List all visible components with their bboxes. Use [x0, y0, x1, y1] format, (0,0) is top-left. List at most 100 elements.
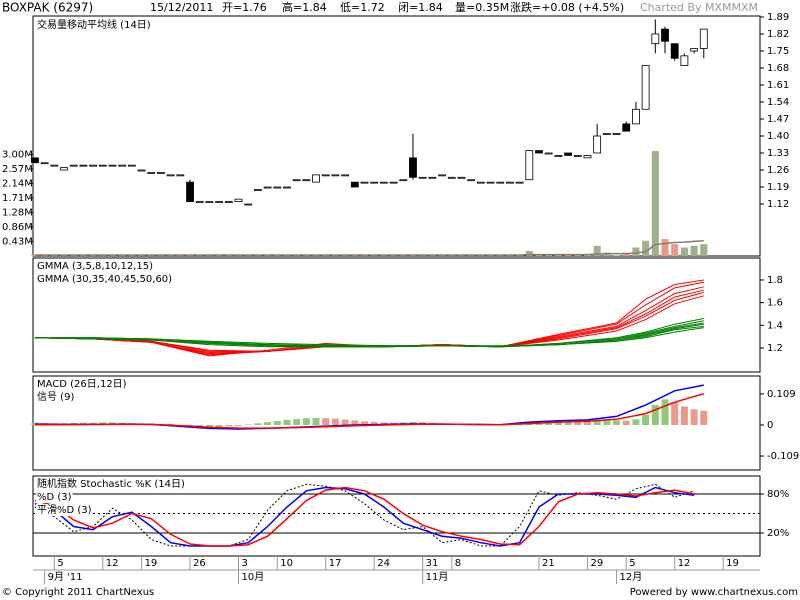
y-tick-label: 1.61 [767, 80, 789, 91]
quote-field: 量=0.35M [455, 1, 509, 14]
powered-by: Powered by www.chartnexus.com [630, 587, 798, 598]
panel-frame [32, 257, 761, 373]
legend-background [36, 504, 93, 516]
candle-body [690, 48, 698, 52]
quote-field: 涨跌=+0.08 (+4.5%) [510, 0, 624, 14]
volume-bar [593, 245, 601, 256]
candle-body [263, 186, 272, 189]
candle-body [157, 172, 165, 174]
volume-bar [554, 255, 562, 256]
candle-body [467, 179, 476, 182]
candle-body [399, 179, 408, 182]
volume-bar [583, 255, 591, 256]
candle-body [40, 162, 49, 165]
candle-body [486, 181, 495, 184]
candle-body [341, 174, 350, 177]
volume-bar [525, 250, 533, 256]
candle-body [118, 164, 127, 167]
x-tick-label: 3 [241, 558, 247, 569]
candle-body [186, 181, 194, 202]
volume-bar [564, 255, 572, 256]
candle-body [108, 164, 117, 167]
histogram-bar [370, 421, 378, 425]
histogram-bar [225, 424, 233, 427]
histogram-bar [331, 418, 339, 425]
panel-frame [32, 475, 761, 557]
month-label: 12月 [620, 571, 643, 583]
volume-tick-label: 0.86M [2, 222, 33, 233]
quote-field: 开=1.76 [222, 1, 267, 14]
y-tick-label: 1.8 [767, 275, 783, 286]
candle-body [166, 174, 175, 177]
volume-bar [632, 247, 640, 256]
candle-body [312, 174, 320, 183]
volume-tick-label: 2.14M [2, 179, 33, 190]
volume-ma-line [34, 240, 704, 256]
histogram-bar [341, 419, 349, 425]
histogram-bar [651, 405, 659, 425]
candle-body [253, 189, 262, 191]
candle-body [370, 181, 379, 184]
candle-body [137, 169, 146, 172]
candle-body [321, 174, 330, 177]
y-tick-label: 1.68 [767, 63, 789, 74]
candle-body [583, 155, 592, 159]
candle-body [476, 181, 485, 184]
y-tick-label: 80% [767, 489, 789, 500]
copyright: © Copyright 2011 ChartNexus [2, 587, 154, 598]
volume-bar [680, 247, 688, 256]
histogram-bar [264, 422, 272, 425]
candle-body [699, 28, 708, 49]
histogram-bar [671, 402, 679, 425]
histogram-bar [680, 406, 688, 425]
histogram-bar [632, 419, 640, 425]
x-tick-label: 19 [145, 558, 158, 569]
candle-body [544, 152, 553, 155]
histogram-bar [554, 420, 562, 425]
volume-bar [651, 151, 659, 256]
x-tick-label: 31 [426, 558, 439, 569]
candle-body [147, 172, 156, 174]
candle-body [622, 123, 631, 132]
date: 15/12/2011 [150, 1, 213, 14]
y-tick-label: 1.6 [767, 298, 783, 309]
x-tick-label: 5 [57, 558, 63, 569]
histogram-bar [690, 409, 698, 425]
histogram-bar [622, 420, 630, 425]
volume-bar [661, 239, 669, 256]
candle-body [535, 150, 543, 154]
histogram-bar [603, 420, 611, 425]
legend-entry: %D (3) [37, 492, 72, 503]
candle-body [661, 28, 669, 42]
candle-body [525, 150, 534, 181]
y-tick-label: 1.40 [767, 131, 789, 142]
candle-body [496, 181, 505, 184]
candle-body [506, 181, 514, 184]
candle-body [612, 133, 621, 135]
candle-body [389, 181, 398, 184]
y-tick-label: -0.109 [767, 451, 799, 462]
month-label: 11月 [426, 571, 449, 583]
quote-field: 低=1.72 [340, 1, 385, 14]
y-tick-label: 1.12 [767, 199, 789, 210]
candle-body [31, 157, 39, 164]
legend-entry: MACD (26日,12日) [37, 379, 127, 390]
legend-entry: 信号 (9) [37, 391, 74, 403]
month-label: 9月 '11 [48, 571, 83, 583]
month-label: 10月 [241, 571, 264, 583]
y-tick-label: 0.109 [767, 389, 796, 400]
histogram-bar [215, 424, 223, 427]
histogram-bar [273, 421, 281, 425]
candle-body [79, 164, 88, 167]
candle-body [554, 155, 563, 157]
candle-body [283, 186, 291, 189]
histogram-bar [234, 424, 242, 426]
y-tick-label: 1.2 [767, 343, 783, 354]
histogram-bar [312, 417, 320, 425]
candle-body [224, 201, 233, 203]
legend-entry: 随机指数 Stochastic %K (14日) [37, 477, 185, 490]
x-tick-label: 21 [542, 558, 555, 569]
volume-tick-label: 2.57M [2, 164, 33, 175]
